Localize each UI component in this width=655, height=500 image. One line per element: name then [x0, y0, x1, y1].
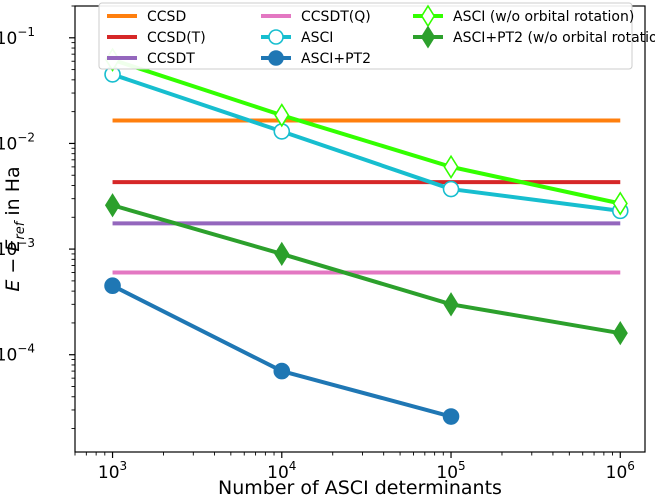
data-point: [104, 193, 121, 218]
legend-marker: [268, 50, 284, 66]
y-axis-label: E − Eref in Ha: [2, 166, 28, 291]
legend-entry-asci-pt2: ASCI+PT2: [261, 50, 371, 67]
series-line-asci-w-o-orbital-rotation: [111, 57, 621, 206]
legend-label: ASCI: [301, 30, 333, 46]
data-point: [443, 292, 459, 317]
series-line-asci-pt2: [111, 283, 452, 419]
x-tick-label: 106: [606, 459, 635, 483]
y-tick-label: 10−3: [0, 236, 35, 260]
x-tick-label: 104: [267, 459, 296, 483]
y-tick-label: 10−1: [0, 25, 35, 49]
y-tick-label: 10−4: [0, 342, 35, 366]
y-axis: 10−4 10−3 10−2 10−1: [0, 5, 75, 430]
legend-entry-asci: ASCI: [261, 29, 333, 46]
legend-entry-asci-pt2-w-o-orbital-rotation: ASCI+PT2 (w/o orbital rotation): [413, 25, 655, 49]
data-point: [612, 191, 628, 216]
x-tick-label: 105: [436, 459, 465, 483]
legend-entry-ccsdt: CCSDT: [107, 51, 195, 67]
data-point: [442, 180, 460, 198]
series-asci-pt2-w-o-orbital-rotation: [104, 193, 628, 346]
data-point: [443, 154, 459, 180]
legend-label: CCSDT(Q): [301, 9, 371, 25]
y-tick-label: 10−2: [0, 130, 35, 154]
legend-label: ASCI+PT2 (w/o orbital rotation): [453, 30, 655, 46]
data-point: [612, 321, 628, 346]
data-point: [274, 103, 290, 128]
x-axis: 103 104 105 106: [74, 452, 635, 483]
series-asci-w-o-orbital-rotation: [104, 47, 628, 216]
y-label-e: E: [2, 280, 24, 292]
legend-label: ASCI+PT2: [301, 51, 371, 67]
data-point: [273, 362, 291, 380]
data-point: [274, 241, 290, 267]
legend-entry-ccsd-t: CCSD(T): [107, 30, 206, 46]
series-line-asci-pt2-w-o-orbital-rotation: [111, 203, 621, 336]
legend-marker: [420, 25, 436, 49]
plot-frame: [74, 5, 646, 453]
x-axis-label: Number of ASCI determinants: [218, 477, 502, 499]
legend-label: CCSDT: [147, 51, 195, 67]
y-label-e-ref: E: [2, 240, 24, 252]
legend-marker: [268, 29, 284, 45]
legend-label: CCSD(T): [147, 30, 206, 46]
data-point: [104, 277, 121, 295]
legend-label: CCSD: [147, 9, 186, 25]
legend-entry-ccsd: CCSD: [107, 9, 186, 25]
legend-entry-ccsdt-q: CCSDT(Q): [261, 9, 371, 25]
series-asci-pt2: [104, 277, 460, 425]
legend-entry-asci-w-o-orbital-rotation: ASCI (w/o orbital rotation): [413, 4, 634, 28]
y-label-sub: ref: [13, 219, 28, 239]
legend-box: [98, 2, 633, 70]
series-asci: [104, 66, 629, 220]
data-point: [442, 408, 460, 425]
legend: CCSD CCSD(T) CCSDT CCSDT(Q) ASCI ASCI+PT2 ASCI…: [98, 2, 655, 70]
y-label-minus: −: [2, 252, 24, 280]
series-line-asci: [111, 72, 621, 213]
y-label-unit: in Ha: [2, 166, 24, 221]
legend-label: ASCI (w/o orbital rotation): [453, 9, 634, 25]
x-tick-label: 103: [98, 459, 127, 483]
